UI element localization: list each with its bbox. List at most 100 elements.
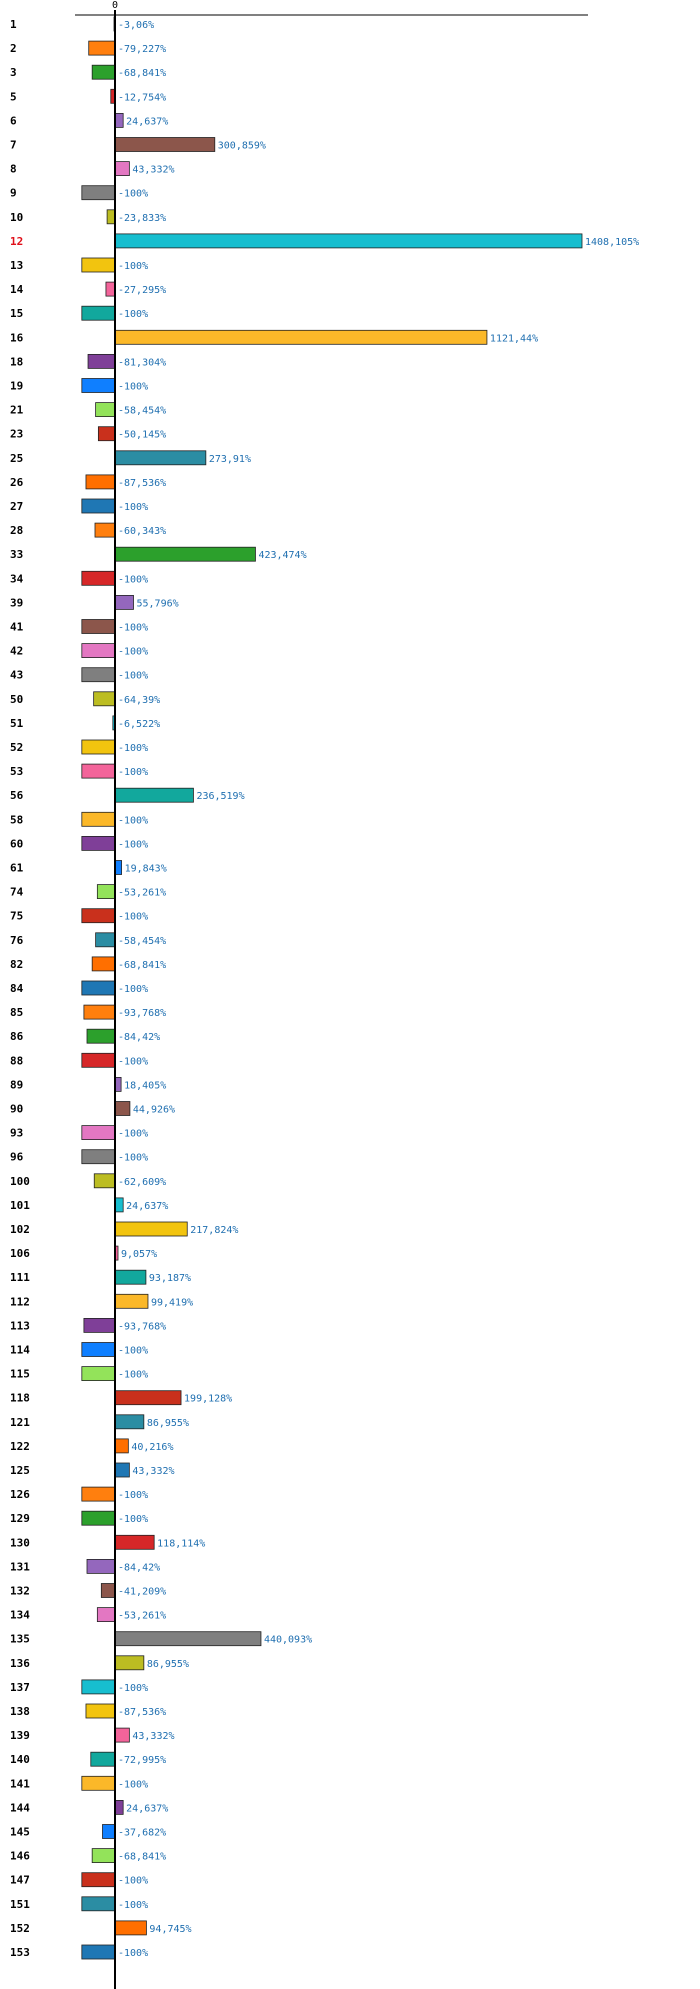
bar (90, 1751, 116, 1767)
category-label: 140 (10, 1753, 30, 1766)
bar (81, 1775, 116, 1791)
category-label: 10 (10, 211, 23, 224)
bar (114, 787, 194, 803)
bar (81, 763, 116, 779)
bar (81, 378, 116, 393)
value-label: -100% (118, 623, 148, 634)
bar (114, 1390, 182, 1406)
value-label: -100% (118, 1876, 148, 1887)
category-label: 12 (10, 235, 23, 248)
category-label: 1 (10, 18, 17, 31)
category-label: 145 (10, 1826, 30, 1839)
bar (96, 1607, 116, 1622)
bar (83, 1004, 116, 1020)
bar (86, 1559, 116, 1574)
category-label: 132 (10, 1585, 30, 1598)
bar (81, 1510, 116, 1526)
bar (91, 956, 116, 972)
category-label: 5 (10, 90, 17, 103)
bar (85, 1703, 116, 1719)
value-label: 217,824% (190, 1225, 238, 1236)
bar (114, 1197, 124, 1213)
value-label: 43,332% (132, 1731, 174, 1742)
category-label: 34 (10, 572, 24, 585)
category-label: 138 (10, 1705, 30, 1718)
value-label: -100% (118, 647, 148, 658)
category-label: 147 (10, 1874, 30, 1887)
x-tick-label: 0 (112, 0, 118, 11)
category-label: 52 (10, 741, 23, 754)
bar (81, 570, 116, 586)
bar (114, 1269, 147, 1285)
value-label: -3,06% (118, 20, 154, 31)
category-label: 93 (10, 1127, 23, 1140)
bar (81, 1679, 116, 1695)
bar (114, 1534, 155, 1550)
category-label: 6 (10, 114, 17, 127)
category-label: 151 (10, 1898, 30, 1911)
category-label: 139 (10, 1729, 30, 1742)
value-label: 55,796% (137, 598, 179, 609)
value-label: -100% (118, 1514, 148, 1525)
category-label: 21 (10, 404, 24, 417)
value-label: -60,343% (118, 526, 166, 537)
value-label: -50,145% (118, 430, 166, 441)
category-label: 85 (10, 1006, 23, 1019)
bar (93, 1173, 116, 1189)
value-label: 43,332% (132, 165, 174, 176)
value-label: 99,419% (151, 1297, 193, 1308)
category-label: 90 (10, 1103, 23, 1116)
bar (96, 884, 116, 899)
value-label: -84,42% (118, 1562, 160, 1573)
category-label: 121 (10, 1416, 30, 1429)
bar (97, 426, 116, 442)
category-label: 114 (10, 1344, 30, 1357)
value-label: 24,637% (126, 1201, 168, 1212)
value-label: -37,682% (118, 1828, 166, 1839)
value-label: 86,955% (147, 1659, 189, 1670)
category-label: 130 (10, 1536, 30, 1549)
category-label: 51 (10, 717, 24, 730)
category-label: 106 (10, 1247, 30, 1260)
category-label: 58 (10, 813, 23, 826)
bar (114, 137, 216, 152)
value-label: -84,42% (118, 1032, 160, 1043)
bar (81, 1944, 116, 1960)
value-label: 40,216% (131, 1442, 173, 1453)
value-label: -100% (118, 502, 148, 513)
value-label: 440,093% (264, 1635, 312, 1646)
bar (83, 1318, 116, 1333)
bar (114, 1800, 124, 1815)
bar (114, 113, 124, 128)
category-label: 96 (10, 1151, 24, 1164)
bar (81, 498, 116, 514)
value-label: -12,754% (118, 92, 166, 103)
category-label: 2 (10, 42, 17, 55)
category-label: 112 (10, 1295, 30, 1308)
value-label: -100% (118, 1948, 148, 1959)
category-label: 3 (10, 66, 17, 79)
value-label: -81,304% (118, 357, 166, 368)
category-label: 84 (10, 982, 24, 995)
category-label: 118 (10, 1392, 30, 1405)
category-label: 26 (10, 476, 24, 489)
category-label: 13 (10, 259, 23, 272)
value-label: -93,768% (118, 1321, 166, 1332)
category-label: 75 (10, 910, 23, 923)
value-label: -72,995% (118, 1755, 166, 1766)
bar (81, 257, 116, 273)
category-label: 23 (10, 428, 23, 441)
value-label: -100% (118, 309, 148, 320)
bar (114, 1462, 130, 1478)
category-label: 56 (10, 789, 24, 802)
value-label: -100% (118, 1490, 148, 1501)
category-label: 86 (10, 1030, 24, 1043)
category-label: 152 (10, 1922, 30, 1935)
category-label: 41 (10, 621, 24, 634)
category-label: 74 (10, 886, 24, 899)
bar (81, 305, 116, 321)
category-label: 100 (10, 1175, 30, 1188)
bar (114, 1221, 188, 1237)
category-label: 27 (10, 500, 23, 513)
